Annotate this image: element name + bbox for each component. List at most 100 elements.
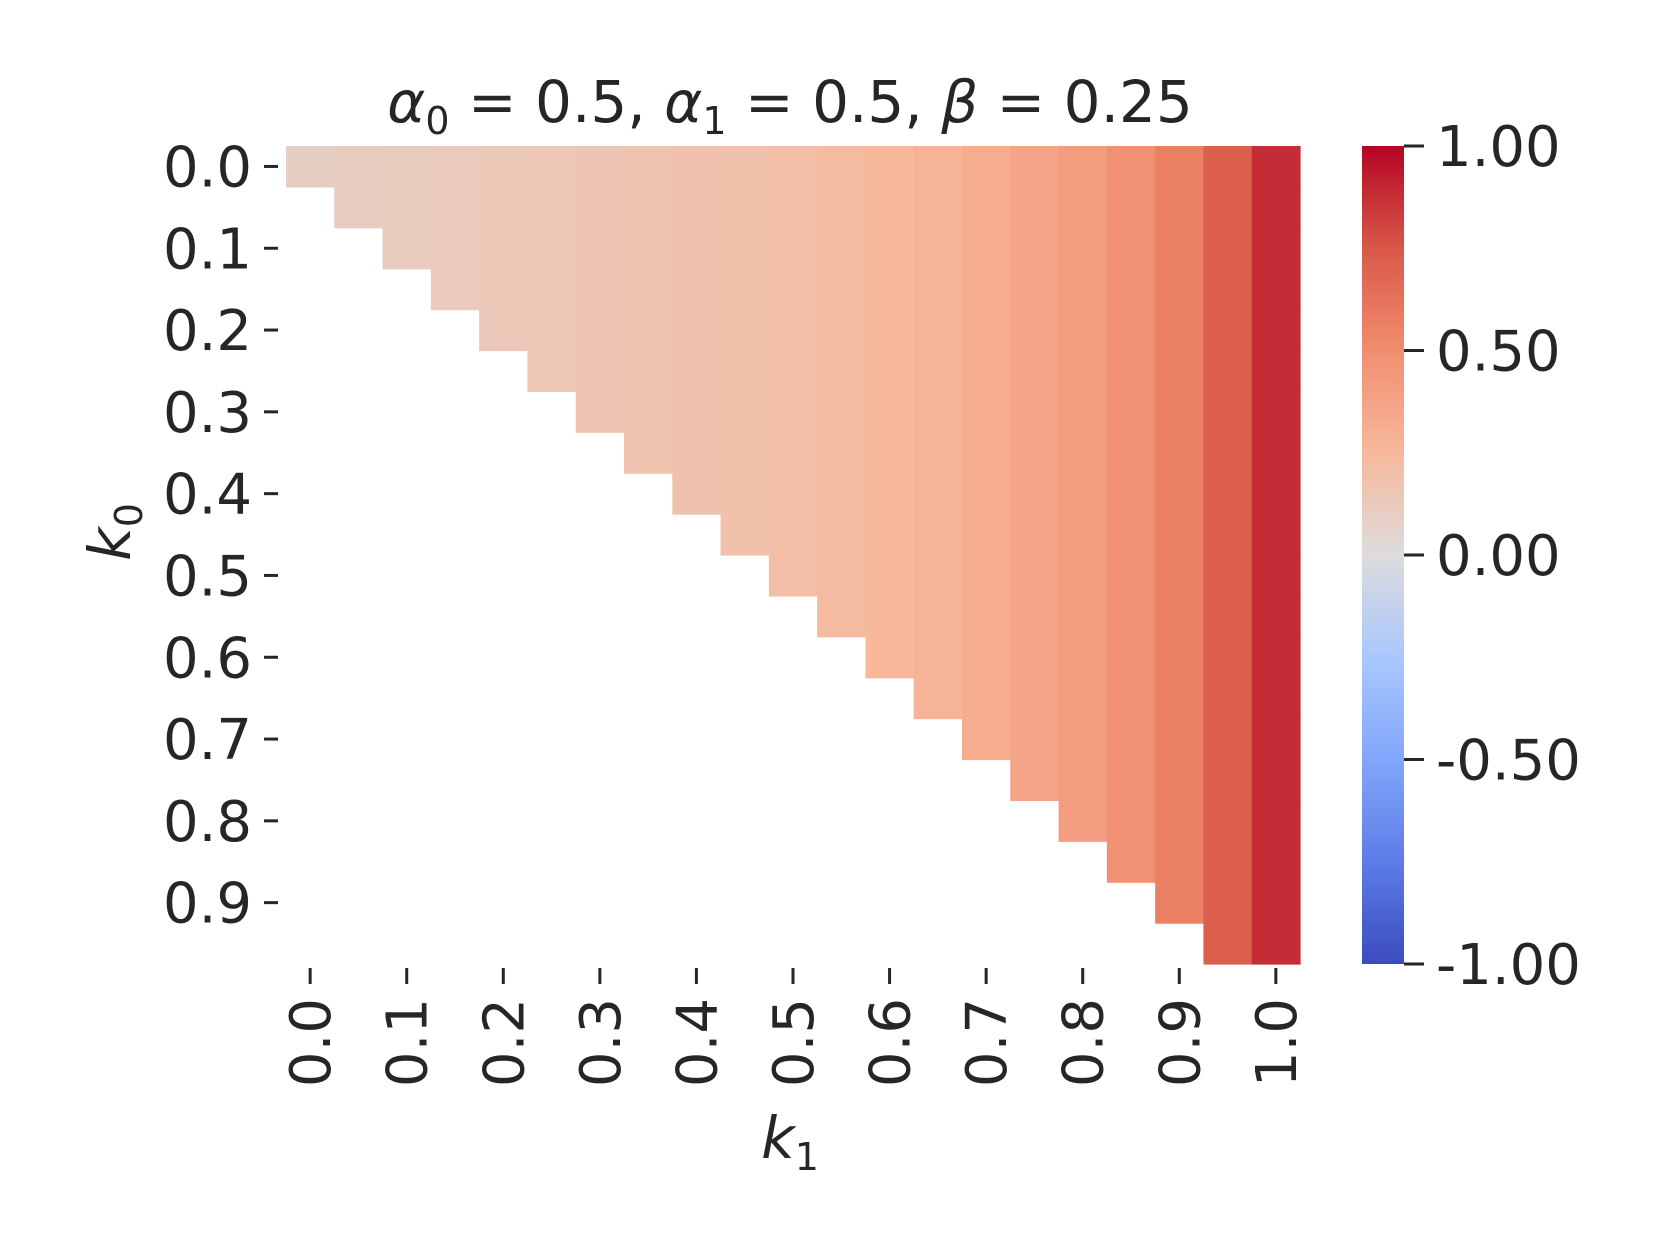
heatmap-cell <box>1251 350 1301 392</box>
heatmap-cell <box>913 595 963 638</box>
heatmap-cell <box>817 432 867 474</box>
heatmap-cell <box>962 514 1011 556</box>
heatmap-cell <box>527 227 577 270</box>
heatmap-cell <box>1251 718 1301 761</box>
heatmap-cell <box>1155 800 1205 842</box>
x-axis-label: k1 <box>761 1104 819 1179</box>
heatmap-cell <box>1058 636 1108 679</box>
heatmap-cell <box>913 636 963 679</box>
heatmap-cell <box>962 146 1011 188</box>
heatmap-cell <box>1251 677 1301 720</box>
x-tick-label: 0.3 <box>569 998 634 1087</box>
heatmap-cell <box>1058 350 1108 392</box>
y-axis-label: k0 <box>76 503 151 561</box>
heatmap-cell <box>575 350 625 392</box>
heatmap-cell <box>1251 595 1301 638</box>
heatmap-cell <box>479 268 529 311</box>
heatmap-cell <box>1251 800 1301 842</box>
heatmap-cell <box>527 350 577 392</box>
heatmap-cell <box>1058 555 1108 597</box>
heatmap-cell <box>1058 514 1108 556</box>
heatmap-cell <box>817 391 867 433</box>
heatmap-cell <box>1203 677 1253 720</box>
heatmap-cell <box>768 555 818 597</box>
heatmap-cell <box>527 268 577 311</box>
heatmap-cell <box>1251 923 1301 965</box>
heatmap-cell <box>430 227 480 270</box>
title-alpha1-value: = 0.5, <box>727 68 942 136</box>
heatmap-cell <box>720 514 770 556</box>
heatmap-cell <box>575 268 625 311</box>
heatmap-cell <box>334 186 384 229</box>
heatmap-cell <box>962 677 1011 720</box>
heatmap-cell <box>1058 677 1108 720</box>
heatmap-cell <box>624 391 673 433</box>
heatmap-cell <box>913 514 963 556</box>
heatmap-cell <box>1251 636 1301 679</box>
heatmap-cell <box>1155 555 1205 597</box>
colorbar-tick-label: 1.00 <box>1436 115 1561 180</box>
heatmap-cell <box>1058 595 1108 638</box>
heatmap-cell <box>1106 555 1156 597</box>
heatmap-cell <box>1106 268 1156 311</box>
heatmap-cell <box>1106 186 1156 229</box>
heatmap-cell <box>1010 268 1060 311</box>
heatmap-cell <box>1010 473 1060 515</box>
x-axis-label-sub: 1 <box>795 1135 819 1179</box>
heatmap-cell <box>1010 595 1060 638</box>
x-tick-label: 0.2 <box>472 998 537 1087</box>
heatmap-cell <box>768 186 818 229</box>
heatmap-cell <box>672 309 722 352</box>
heatmap-cell <box>962 595 1011 638</box>
heatmap-cell <box>1106 759 1156 801</box>
heatmap-cell <box>865 636 915 679</box>
heatmap-cell <box>1203 186 1253 229</box>
title-beta-value: = 0.25 <box>978 68 1193 136</box>
heatmap-cell <box>817 146 867 188</box>
heatmap-cell <box>817 473 867 515</box>
heatmap-cell <box>720 186 770 229</box>
heatmap-cell <box>1058 473 1108 515</box>
heatmap-cell <box>1203 718 1253 761</box>
heatmap-cell <box>962 718 1011 761</box>
heatmap-cells <box>286 146 1301 965</box>
heatmap-cell <box>1058 146 1108 188</box>
heatmap-cell <box>1155 309 1205 352</box>
heatmap-cell <box>1058 800 1108 842</box>
heatmap-cell <box>1203 636 1253 679</box>
heatmap-cell <box>1010 146 1060 188</box>
heatmap-cell <box>913 186 963 229</box>
heatmap-cell <box>1251 146 1301 188</box>
heatmap-cell <box>1155 350 1205 392</box>
x-tick-label: 1.0 <box>1245 998 1310 1087</box>
heatmap-cell <box>479 309 529 352</box>
colorbar <box>1362 146 1404 964</box>
heatmap-cell <box>1106 309 1156 352</box>
heatmap-cell <box>1058 718 1108 761</box>
y-axis-label-sub: 0 <box>107 503 151 527</box>
heatmap-cell <box>768 432 818 474</box>
heatmap-cell <box>1058 309 1108 352</box>
heatmap-cell <box>527 186 577 229</box>
heatmap-cell <box>1203 923 1253 965</box>
heatmap-cell <box>1058 759 1108 801</box>
heatmap-cell <box>865 473 915 515</box>
heatmap-cell <box>1155 186 1205 229</box>
heatmap-cell <box>1251 473 1301 515</box>
heatmap-cell <box>430 146 480 188</box>
heatmap-cell <box>865 146 915 188</box>
heatmap-cell <box>1251 186 1301 229</box>
heatmap-cell <box>768 146 818 188</box>
x-tick-label: 0.0 <box>279 998 344 1087</box>
x-tick-label: 0.4 <box>665 998 730 1087</box>
heatmap-cell <box>913 146 963 188</box>
heatmap-cell <box>817 350 867 392</box>
heatmap-cell <box>1106 636 1156 679</box>
heatmap-cell <box>720 146 770 188</box>
heatmap-cell <box>624 309 673 352</box>
heatmap-cell <box>865 309 915 352</box>
heatmap-cell <box>1155 268 1205 311</box>
x-tick-label: 0.7 <box>955 998 1020 1087</box>
heatmap-cell <box>527 309 577 352</box>
